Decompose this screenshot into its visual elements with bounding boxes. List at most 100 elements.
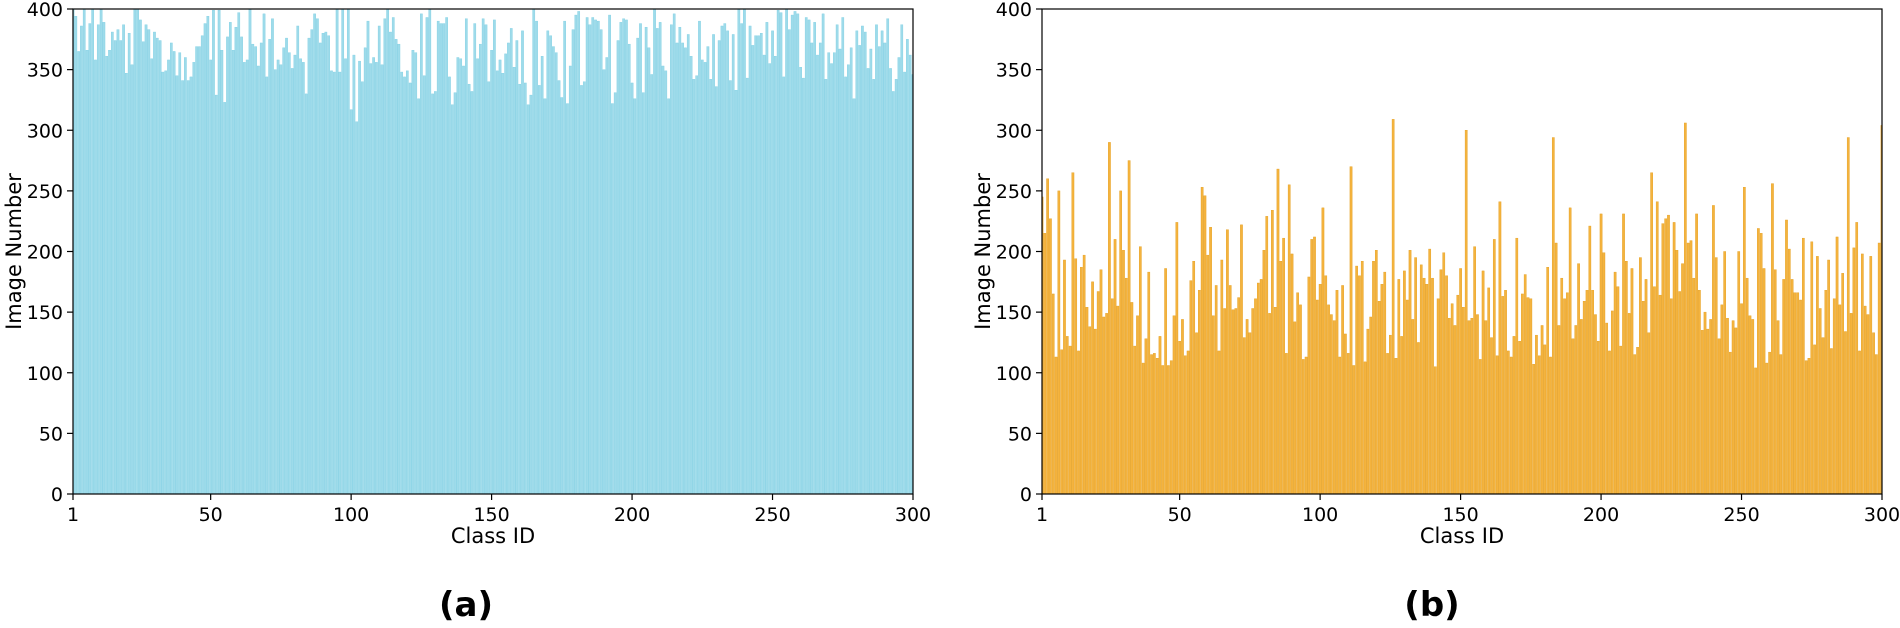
bar [1866,314,1870,494]
bar [456,57,460,494]
bar [102,22,106,494]
bar [217,10,221,494]
bar [613,92,617,494]
bar [1405,299,1409,494]
bar [723,23,727,494]
bar [1734,327,1738,494]
bar [1706,328,1710,494]
bar [1273,307,1277,494]
bar [330,70,333,494]
bar [1692,277,1696,494]
bar [1858,350,1861,494]
bar [386,9,389,494]
bar [1639,257,1642,494]
bar [1759,233,1763,494]
bar [1116,305,1120,494]
bar [647,47,651,494]
bar [838,48,842,494]
bar-series-b [1042,119,1882,494]
bar [1419,264,1423,494]
bar [591,17,595,494]
bar [470,91,474,494]
bar [136,9,139,494]
bar [546,30,550,494]
bar [706,46,710,494]
bar [1060,349,1063,494]
bar [414,52,418,494]
bar [99,9,103,494]
bar [807,19,811,494]
bar [1240,224,1243,494]
bar [405,70,409,494]
bar [192,62,196,494]
bar [799,66,802,494]
bar [1728,351,1732,494]
bar [1068,345,1072,494]
bar [1672,222,1676,494]
bar [1290,253,1294,494]
chart-panel-a: 1 50 100 150 200 250 300 050100150200250300350… [2,0,931,625]
bar [377,25,381,494]
bar [1327,304,1330,494]
x-tick-label: 300 [895,504,931,526]
bar [779,12,783,494]
bar [1276,168,1280,494]
x-tick-label: 50 [1168,504,1192,526]
bar [1386,353,1389,494]
bar [1349,166,1353,494]
bar [1383,271,1387,494]
bar [1220,259,1224,494]
bar [1512,336,1516,494]
bar [877,46,881,494]
bar [1745,277,1749,494]
bar [1228,285,1232,494]
bar [768,63,772,494]
bar [892,91,895,494]
bar [1245,319,1249,494]
bar [428,9,432,494]
bar [1518,341,1521,494]
bar [633,98,637,494]
bar [816,54,819,494]
bar [133,9,137,494]
bar [1077,350,1080,494]
bar [557,80,561,494]
bar [310,29,314,494]
bar [1113,239,1117,494]
bar [1827,259,1830,494]
bar [1262,250,1266,494]
bar [1049,218,1052,494]
bar [1653,286,1656,494]
bar [698,20,701,494]
bar [863,31,867,494]
bar [802,77,805,494]
bar [821,13,825,494]
bar [417,98,420,494]
bar [1360,261,1364,494]
bar [372,57,375,494]
bar [1616,286,1620,494]
bar [431,93,434,494]
bar [889,68,892,494]
bar [1686,242,1690,494]
bar [793,11,797,494]
bar [1633,354,1637,494]
bar [299,58,302,494]
y-tick-label: 400 [27,0,63,21]
bar [1141,362,1145,494]
bar [1389,334,1392,494]
bar [681,42,684,494]
bar [563,20,566,494]
bar [641,92,645,494]
bar [1655,201,1659,494]
bar [1271,210,1274,494]
x-axis-a: 1 50 100 150 200 250 300 [67,494,931,526]
bar [1844,331,1847,494]
bar [731,34,735,494]
bar [1740,303,1743,494]
bar [467,83,471,494]
bar [251,43,255,494]
bar [1299,304,1302,494]
bar [1599,213,1603,494]
bar [1369,316,1373,494]
